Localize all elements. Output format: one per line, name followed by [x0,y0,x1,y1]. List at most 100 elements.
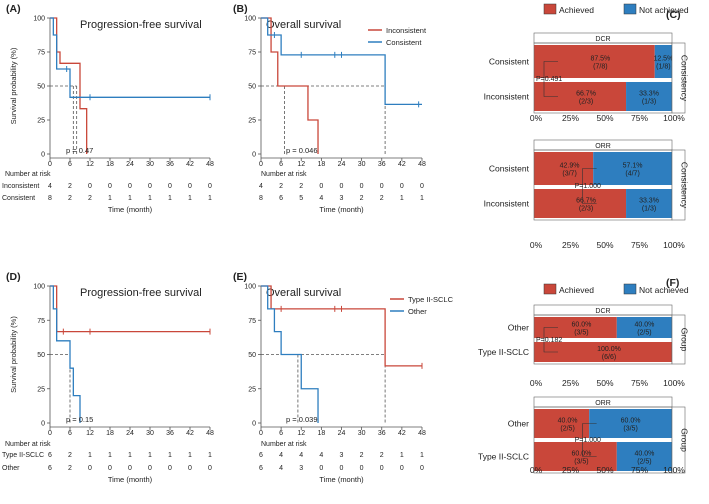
y-tick-label: 25 [248,118,256,125]
x-tick-label: 75% [631,240,648,250]
x-tick-label: 50% [596,378,613,388]
risk-count: 0 [108,183,112,190]
bar-label-not-achieved: 33.3% [639,91,659,98]
risk-row-label: Consistent [2,195,35,202]
risk-count: 6 [259,452,263,459]
legend-label: Consistent [386,38,422,47]
p-value: P=1.000 [575,183,601,190]
x-tick-label: 48 [418,430,426,437]
risk-count: 3 [340,452,344,459]
bar-achieved [534,317,617,338]
x-tick-label: 0% [530,113,543,123]
bar-not-achieved [616,442,672,471]
risk-count: 0 [340,465,344,472]
bar-not-achieved [616,317,672,338]
risk-count: 1 [188,452,192,459]
risk-count: 8 [259,195,263,202]
bar-count-achieved: (2/3) [579,206,593,213]
bar-label-not-achieved: 60.0% [621,418,641,425]
bar-label-achieved: 60.0% [571,322,591,329]
category-label: Consistent [489,164,530,174]
x-tick-label: 100% [663,465,685,475]
bar-count-achieved: (3/5) [574,459,588,466]
risk-count: 1 [148,452,152,459]
bar-not-achieved [593,152,672,185]
km-curve-inconsistent [261,17,319,154]
x-tick-label: 25% [562,465,579,475]
bar-label-achieved: 87.5% [590,56,610,63]
bar-label-achieved: 100.0% [597,346,621,353]
risk-count: 1 [88,452,92,459]
panel-label: (F) [666,277,679,289]
risk-table-title: Number at risk [261,441,307,448]
y-tick-label: 0 [41,152,45,159]
y-tick-label: 0 [252,421,256,428]
x-tick-label: 0% [530,378,543,388]
panel-label: (D) [6,271,21,283]
risk-count: 0 [380,465,384,472]
bar-achieved [534,342,672,362]
risk-count: 0 [360,183,364,190]
p-value: p = 0.15 [66,415,93,424]
km-curve-type-ii-sclc [261,285,422,367]
x-tick-label: 100% [663,113,685,123]
legend-label: Not achieved [639,285,689,295]
km-curve-other [261,285,319,423]
p-value: P=0.491 [536,76,562,83]
risk-count: 2 [380,452,384,459]
risk-count: 4 [299,452,303,459]
risk-count: 4 [279,452,283,459]
x-tick-label: 12 [86,161,94,168]
x-tick-label: 36 [378,161,386,168]
bar-count-not-achieved: (4/7) [625,171,639,178]
x-axis-label: Time (month) [319,205,364,214]
y-tick-label: 50 [37,84,45,91]
bar-label-not-achieved: 40.0% [634,322,654,329]
risk-count: 0 [319,465,323,472]
km-curve-other [50,285,81,423]
y-tick-label: 100 [33,284,45,291]
x-tick-label: 18 [317,430,325,437]
y-tick-label: 100 [33,16,45,23]
risk-row-label: Type II-SCLC [2,452,44,459]
risk-count: 1 [128,195,132,202]
risk-count: 4 [259,183,263,190]
y-tick-label: 75 [37,50,45,57]
significance-bracket [582,423,597,457]
bar-group-orr: ORR 42.9%(3/7) 57.1%(4/7) Consistent 66.7%(2… [484,139,690,250]
y-tick-label: 100 [244,16,256,23]
x-tick-label: 42 [398,161,406,168]
bar-label-not-achieved: 57.1% [623,163,643,170]
legend-label: Type II-SCLC [408,295,454,304]
x-tick-label: 30 [358,430,366,437]
risk-count: 2 [380,195,384,202]
risk-count: 0 [360,465,364,472]
bar-not-achieved [626,82,672,111]
category-label: Inconsistent [484,92,530,102]
bar-group-dcr: DCR 87.5%(7/8) 12.5%(1/8) Consistent 66.7%(2… [484,32,690,123]
panel-label: (B) [233,3,248,15]
bar-count-achieved: (2/3) [579,99,593,106]
risk-count: 0 [400,465,404,472]
legend-swatch-not-achieved [623,283,637,295]
risk-count: 0 [148,183,152,190]
significance-bracket [582,168,597,204]
risk-count: 1 [420,452,424,459]
legend-label: Inconsistent [386,26,427,35]
risk-count: 1 [108,195,112,202]
km-curve-consistent [261,17,422,106]
bar-count-not-achieved: (2/5) [637,330,651,337]
category-label: Consistent [489,57,530,67]
risk-count: 0 [208,183,212,190]
bar-count-achieved: (3/7) [562,171,576,178]
side-label-box [671,42,686,114]
bar-count-achieved: (3/5) [574,330,588,337]
risk-count: 1 [208,195,212,202]
side-label-box [671,314,686,365]
risk-count: 0 [420,465,424,472]
x-tick-label: 100% [663,378,685,388]
bar-count-not-achieved: (1/3) [642,99,656,106]
risk-count: 4 [48,183,52,190]
risk-count: 0 [420,183,424,190]
